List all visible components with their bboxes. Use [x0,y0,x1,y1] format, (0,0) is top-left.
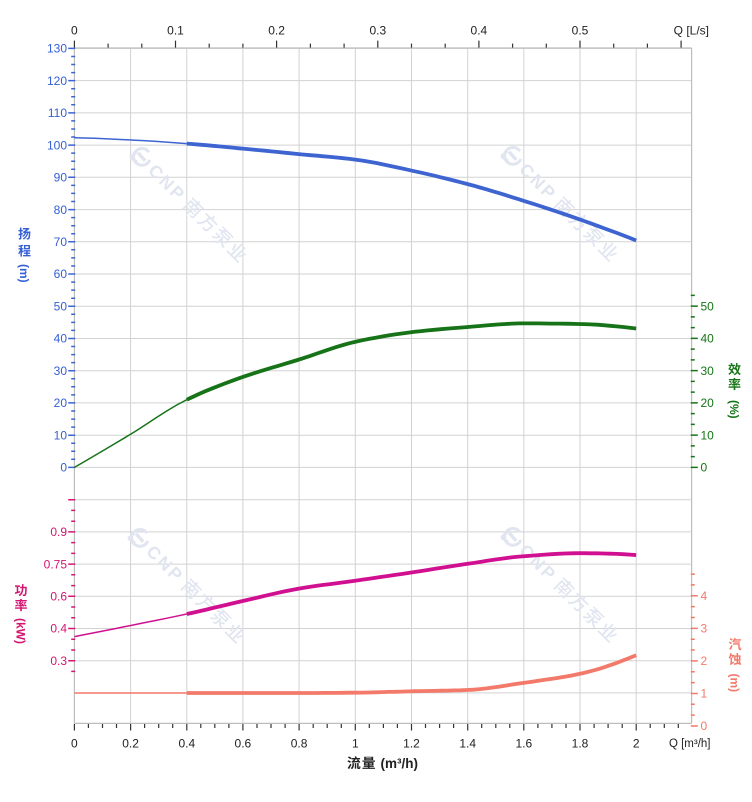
svg-text:40: 40 [701,332,715,346]
svg-text:0.2: 0.2 [122,736,139,750]
svg-text:1.8: 1.8 [572,736,589,750]
svg-text:80: 80 [54,203,68,217]
svg-text:(m³/h): (m³/h) [381,756,419,771]
svg-text:40: 40 [54,332,68,346]
svg-text:70: 70 [54,235,68,249]
svg-text:1.6: 1.6 [515,736,532,750]
svg-text:2: 2 [633,736,640,750]
svg-text:Q [m³/h]: Q [m³/h] [669,738,711,750]
svg-text:3: 3 [701,622,708,636]
svg-text:1.4: 1.4 [459,736,476,750]
svg-text:(kW): (kW) [14,618,28,644]
svg-text:1: 1 [701,687,708,701]
svg-text:0: 0 [701,461,708,475]
svg-text:4: 4 [701,589,708,603]
svg-text:60: 60 [54,267,68,281]
svg-text:100: 100 [47,138,67,152]
svg-text:20: 20 [701,396,715,410]
svg-text:(m): (m) [728,674,742,693]
svg-text:2: 2 [701,654,708,668]
svg-text:0.9: 0.9 [50,525,67,539]
svg-text:0.2: 0.2 [268,24,285,38]
svg-text:0.8: 0.8 [291,736,308,750]
svg-text:50: 50 [54,299,68,313]
svg-text:1.2: 1.2 [403,736,420,750]
svg-text:10: 10 [701,428,715,442]
svg-text:0: 0 [71,736,78,750]
svg-text:0.4: 0.4 [471,24,488,38]
svg-text:110: 110 [48,106,67,120]
svg-text:0.5: 0.5 [572,24,589,38]
svg-text:Q [L/s]: Q [L/s] [674,24,709,38]
svg-text:(%): (%) [727,400,741,419]
svg-text:(m): (m) [17,264,31,283]
svg-text:0: 0 [71,24,78,38]
svg-text:0.3: 0.3 [369,24,386,38]
svg-text:1: 1 [352,736,359,750]
svg-text:0.6: 0.6 [50,590,67,604]
svg-text:0: 0 [701,719,708,733]
svg-text:0.4: 0.4 [178,736,195,750]
svg-text:0: 0 [60,461,67,475]
svg-text:130: 130 [47,42,67,56]
svg-text:0.6: 0.6 [235,736,252,750]
svg-text:0.75: 0.75 [44,557,68,571]
svg-text:120: 120 [47,74,67,88]
svg-text:90: 90 [54,171,68,185]
svg-text:20: 20 [54,396,68,410]
svg-text:0.4: 0.4 [50,622,67,636]
svg-text:30: 30 [701,364,715,378]
svg-text:30: 30 [54,364,68,378]
svg-text:50: 50 [701,299,715,313]
svg-text:10: 10 [54,428,68,442]
svg-text:0.3: 0.3 [50,654,67,668]
svg-text:0.1: 0.1 [167,24,184,38]
